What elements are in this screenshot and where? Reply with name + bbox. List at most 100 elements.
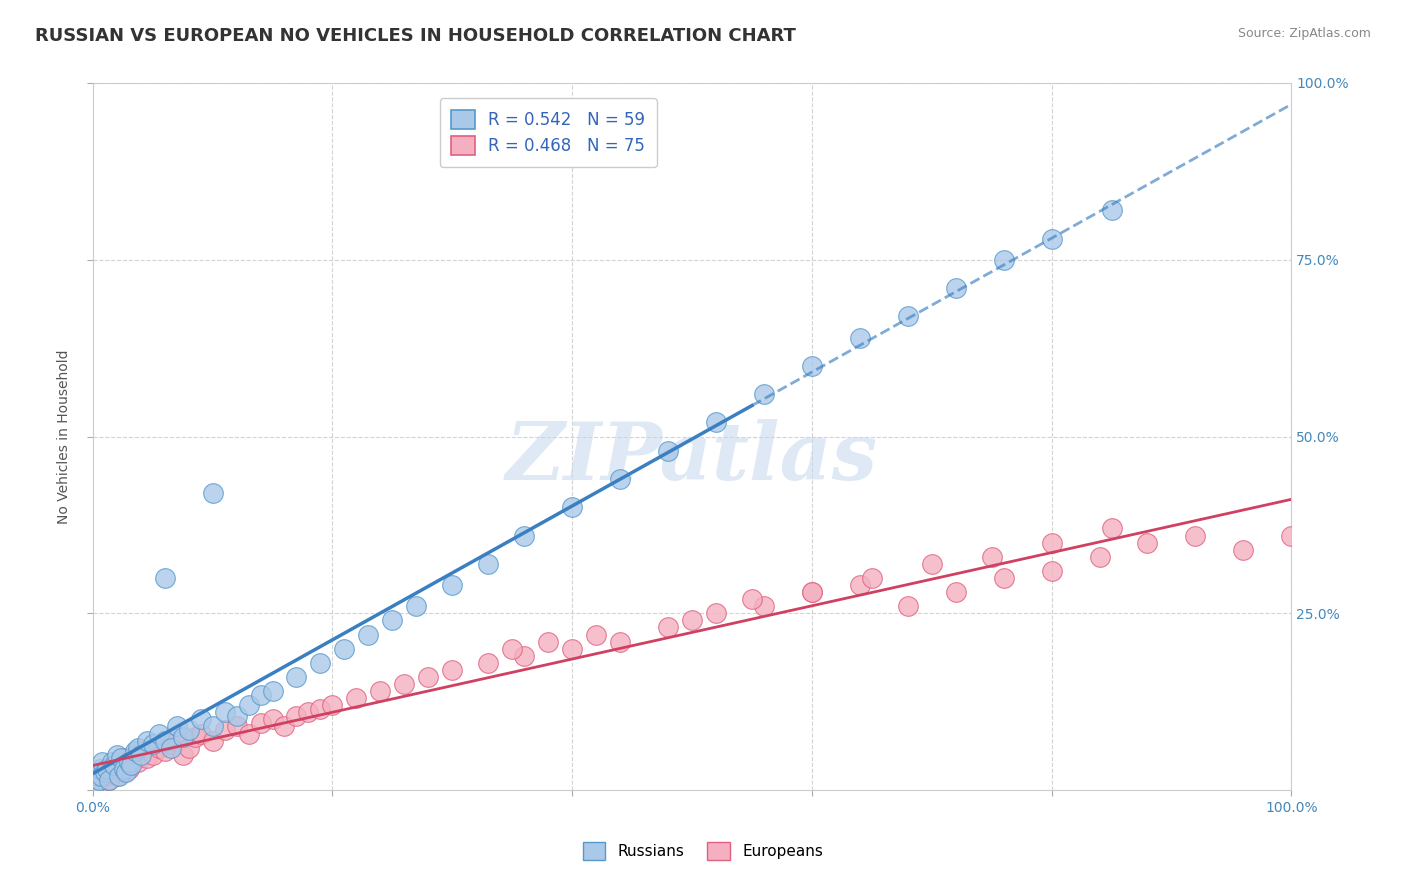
Text: Source: ZipAtlas.com: Source: ZipAtlas.com xyxy=(1237,27,1371,40)
Point xyxy=(309,702,332,716)
Text: ZIPatlas: ZIPatlas xyxy=(506,419,879,497)
Point xyxy=(1136,535,1159,549)
Point xyxy=(110,751,132,765)
Point xyxy=(86,769,108,783)
Point xyxy=(103,758,125,772)
Point xyxy=(86,772,108,787)
Y-axis label: No Vehicles in Household: No Vehicles in Household xyxy=(58,350,72,524)
Point xyxy=(105,769,128,783)
Point xyxy=(87,772,110,787)
Point xyxy=(118,755,141,769)
Point xyxy=(214,706,236,720)
Point xyxy=(1040,231,1063,245)
Point xyxy=(96,762,118,776)
Point xyxy=(120,758,142,772)
Point xyxy=(333,641,356,656)
Point xyxy=(159,740,181,755)
Point xyxy=(945,281,967,295)
Point xyxy=(108,769,131,783)
Point xyxy=(980,549,1002,564)
Point xyxy=(945,585,967,599)
Point xyxy=(394,677,416,691)
Point xyxy=(112,762,135,776)
Point xyxy=(142,747,165,762)
Point xyxy=(89,776,111,790)
Point xyxy=(921,557,943,571)
Point xyxy=(108,762,131,776)
Point xyxy=(124,744,146,758)
Point xyxy=(177,740,200,755)
Point xyxy=(297,706,319,720)
Point xyxy=(201,486,224,500)
Point xyxy=(166,719,188,733)
Point xyxy=(285,709,308,723)
Point xyxy=(84,776,107,790)
Point xyxy=(153,733,176,747)
Point xyxy=(561,500,583,515)
Point xyxy=(127,755,149,769)
Point xyxy=(321,698,343,713)
Point xyxy=(103,758,125,772)
Legend: Russians, Europeans: Russians, Europeans xyxy=(576,836,830,866)
Point xyxy=(741,592,763,607)
Legend: R = 0.542   N = 59, R = 0.468   N = 75: R = 0.542 N = 59, R = 0.468 N = 75 xyxy=(440,98,657,167)
Point xyxy=(190,726,212,740)
Point xyxy=(681,614,703,628)
Point xyxy=(513,648,536,663)
Point xyxy=(860,571,883,585)
Point xyxy=(381,614,404,628)
Point xyxy=(609,634,631,648)
Point xyxy=(1232,542,1254,557)
Point xyxy=(101,765,124,780)
Point xyxy=(849,330,872,344)
Point xyxy=(98,772,121,787)
Point xyxy=(370,684,392,698)
Point xyxy=(309,656,332,670)
Point xyxy=(262,684,284,698)
Point xyxy=(897,599,920,614)
Point xyxy=(225,709,247,723)
Point xyxy=(201,733,224,747)
Point xyxy=(183,730,205,744)
Point xyxy=(501,641,523,656)
Point xyxy=(96,762,118,776)
Point xyxy=(124,747,146,762)
Point xyxy=(441,663,464,677)
Point xyxy=(118,762,141,776)
Point xyxy=(800,359,823,373)
Point xyxy=(993,571,1015,585)
Point xyxy=(214,723,236,737)
Point xyxy=(1040,564,1063,578)
Point xyxy=(344,691,367,706)
Point xyxy=(91,755,114,769)
Point xyxy=(148,740,170,755)
Point xyxy=(101,755,124,769)
Point xyxy=(159,737,181,751)
Point xyxy=(129,747,152,762)
Point xyxy=(91,765,114,780)
Point xyxy=(993,252,1015,267)
Point xyxy=(704,416,727,430)
Point xyxy=(153,744,176,758)
Point xyxy=(84,776,107,790)
Point xyxy=(87,769,110,783)
Point xyxy=(357,627,380,641)
Point xyxy=(190,713,212,727)
Point xyxy=(105,747,128,762)
Point xyxy=(752,599,775,614)
Point xyxy=(177,723,200,737)
Point xyxy=(477,557,499,571)
Point xyxy=(201,719,224,733)
Point xyxy=(129,744,152,758)
Point xyxy=(561,641,583,656)
Point xyxy=(93,769,115,783)
Point xyxy=(262,713,284,727)
Point xyxy=(172,730,194,744)
Point xyxy=(249,715,271,730)
Point xyxy=(90,769,112,783)
Point xyxy=(418,670,440,684)
Point xyxy=(120,758,142,772)
Point xyxy=(405,599,427,614)
Point xyxy=(1101,521,1123,535)
Point xyxy=(172,747,194,762)
